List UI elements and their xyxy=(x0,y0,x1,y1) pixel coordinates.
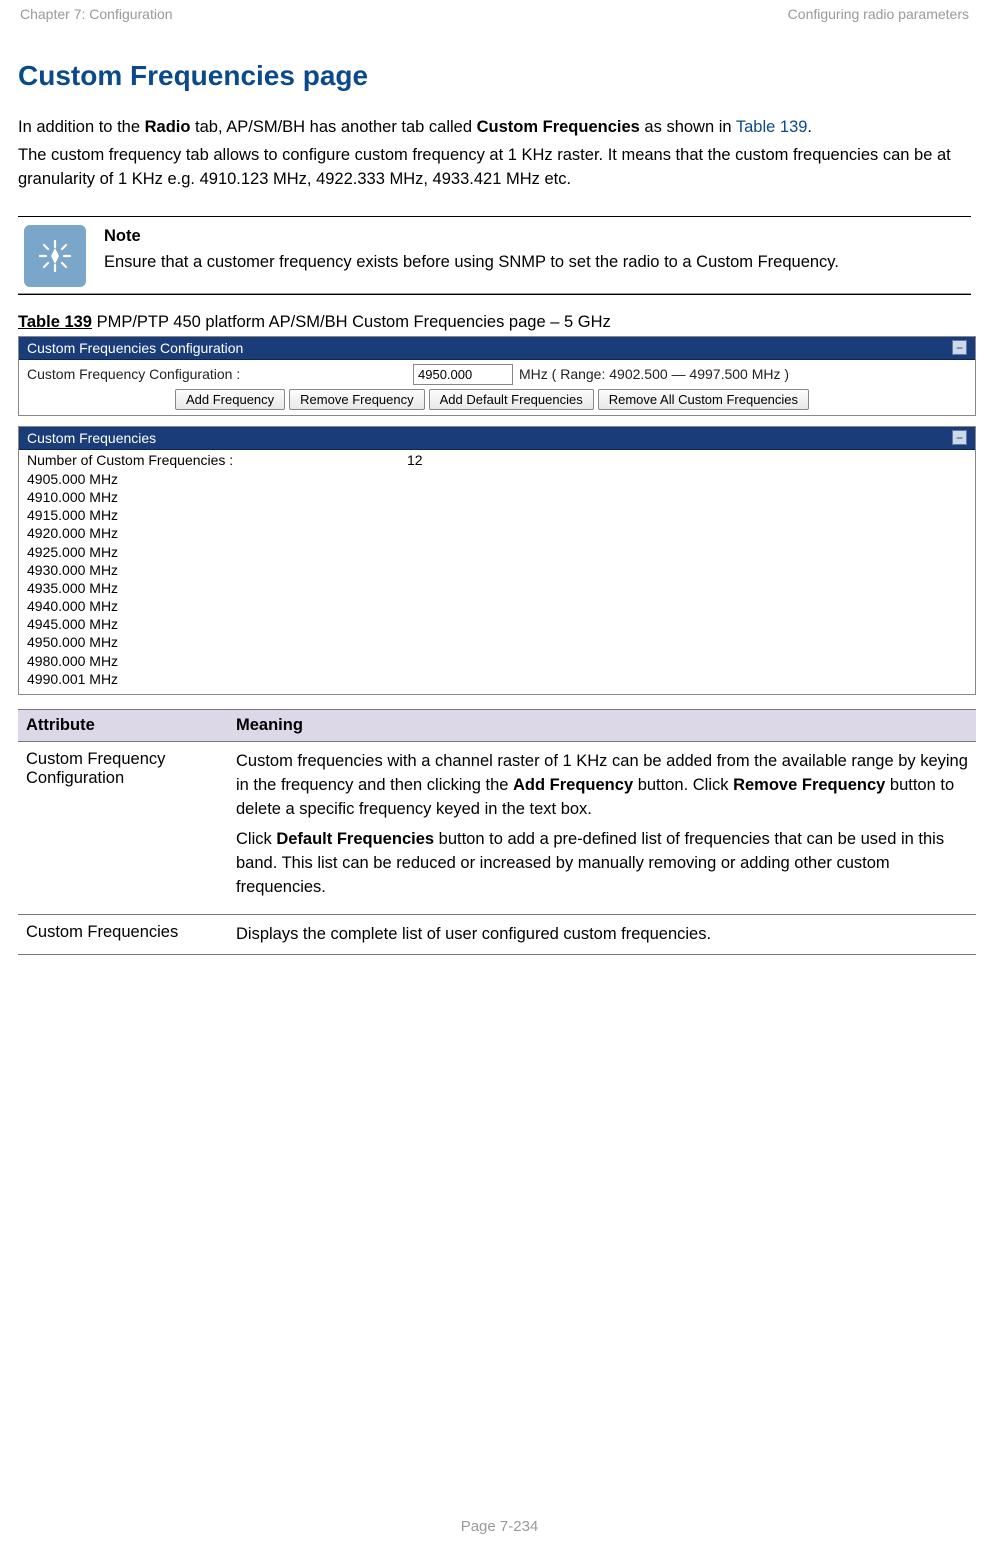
note-icon xyxy=(24,225,86,287)
text: tab, AP/SM/BH has another tab called xyxy=(190,118,476,136)
cell-meaning: Custom frequencies with a channel raster… xyxy=(228,750,976,906)
config-panel: Custom Frequencies Configuration − Custo… xyxy=(18,336,976,416)
header-right: Configuring radio parameters xyxy=(788,6,969,22)
col-header-meaning: Meaning xyxy=(228,710,976,741)
intro-p1: In addition to the Radio tab, AP/SM/BH h… xyxy=(18,116,971,140)
col-header-attribute: Attribute xyxy=(18,710,228,741)
freq-item: 4980.000 MHz xyxy=(27,652,967,670)
table-caption: Table 139 PMP/PTP 450 platform AP/SM/BH … xyxy=(18,313,971,332)
table-number: Table 139 xyxy=(18,313,92,331)
freq-item: 4910.000 MHz xyxy=(27,488,967,506)
freq-item: 4950.000 MHz xyxy=(27,633,967,651)
cfg-label: Custom Frequency Configuration : xyxy=(27,366,407,382)
add-frequency-button[interactable]: Add Frequency xyxy=(175,389,285,410)
text: In addition to the xyxy=(18,118,145,136)
freq-item: 4925.000 MHz xyxy=(27,543,967,561)
note-body: Ensure that a customer frequency exists … xyxy=(104,251,839,275)
table-row: Custom Frequencies Displays the complete… xyxy=(18,915,976,956)
remove-frequency-button[interactable]: Remove Frequency xyxy=(289,389,424,410)
bold-radio: Radio xyxy=(145,118,191,136)
freq-list: 4905.000 MHz4910.000 MHz4915.000 MHz4920… xyxy=(27,468,967,692)
remove-all-frequencies-button[interactable]: Remove All Custom Frequencies xyxy=(598,389,809,410)
note-block: Note Ensure that a customer frequency ex… xyxy=(18,216,971,295)
cfg-range: MHz ( Range: 4902.500 — 4997.500 MHz ) xyxy=(519,366,789,382)
freq-count-value: 12 xyxy=(407,452,423,468)
bold-add-freq: Add Frequency xyxy=(513,776,633,794)
panel-title-text: Custom Frequencies Configuration xyxy=(27,340,243,356)
collapse-icon[interactable]: − xyxy=(952,430,967,445)
add-default-frequencies-button[interactable]: Add Default Frequencies xyxy=(429,389,594,410)
bold-remove-freq: Remove Frequency xyxy=(733,776,885,794)
table-row: Custom Frequency Configuration Custom fr… xyxy=(18,742,976,915)
table-header: Attribute Meaning xyxy=(18,709,976,742)
page-header: Chapter 7: Configuration Configuring rad… xyxy=(18,6,971,22)
freq-item: 4945.000 MHz xyxy=(27,615,967,633)
text: Click xyxy=(236,830,276,848)
text: as shown in xyxy=(640,118,736,136)
cell-meaning: Displays the complete list of user confi… xyxy=(228,923,976,947)
cell-attribute: Custom Frequencies xyxy=(18,923,228,947)
intro-block: In addition to the Radio tab, AP/SM/BH h… xyxy=(18,116,971,192)
freq-item: 4905.000 MHz xyxy=(27,470,967,488)
freq-item: 4920.000 MHz xyxy=(27,524,967,542)
link-table139[interactable]: Table 139 xyxy=(736,118,808,136)
cfg-row: Custom Frequency Configuration : MHz ( R… xyxy=(27,362,967,387)
bold-custom-freq: Custom Frequencies xyxy=(477,118,640,136)
note-label: Note xyxy=(104,225,839,249)
page-footer: Page 7-234 xyxy=(0,1518,999,1535)
attribute-table: Attribute Meaning Custom Frequency Confi… xyxy=(18,709,976,955)
freq-item: 4935.000 MHz xyxy=(27,579,967,597)
button-row: Add Frequency Remove Frequency Add Defau… xyxy=(27,387,967,413)
freq-item: 4940.000 MHz xyxy=(27,597,967,615)
collapse-icon[interactable]: − xyxy=(952,340,967,355)
note-text: Note Ensure that a customer frequency ex… xyxy=(104,225,839,275)
bold-default-freq: Default Frequencies xyxy=(276,830,434,848)
intro-p2: The custom frequency tab allows to confi… xyxy=(18,144,971,192)
frequencies-panel: Custom Frequencies − Number of Custom Fr… xyxy=(18,426,976,695)
freq-item: 4990.001 MHz xyxy=(27,670,967,688)
freq-count-row: Number of Custom Frequencies : 12 xyxy=(27,452,967,468)
panel-title-bar: Custom Frequencies Configuration − xyxy=(19,337,975,360)
text: . xyxy=(807,118,812,136)
panel-title-text: Custom Frequencies xyxy=(27,430,156,446)
freq-item: 4915.000 MHz xyxy=(27,506,967,524)
caption-text: PMP/PTP 450 platform AP/SM/BH Custom Fre… xyxy=(92,313,611,331)
frequency-input[interactable] xyxy=(413,364,513,385)
header-left: Chapter 7: Configuration xyxy=(20,6,173,22)
freq-count-label: Number of Custom Frequencies : xyxy=(27,452,407,468)
panel-title-bar: Custom Frequencies − xyxy=(19,427,975,450)
text: button. Click xyxy=(633,776,733,794)
page-title: Custom Frequencies page xyxy=(18,60,971,92)
freq-item: 4930.000 MHz xyxy=(27,561,967,579)
cell-attribute: Custom Frequency Configuration xyxy=(18,750,228,906)
